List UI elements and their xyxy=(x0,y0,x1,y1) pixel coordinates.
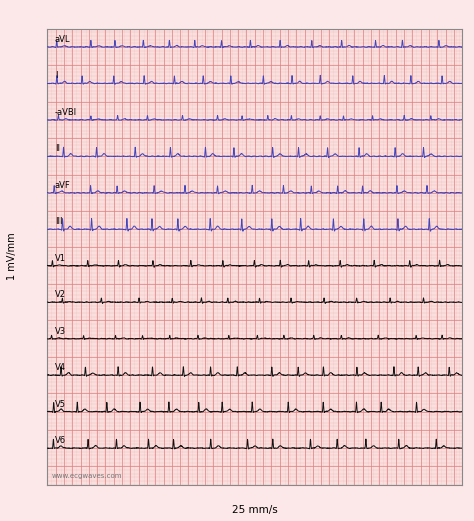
Text: I: I xyxy=(55,71,57,80)
Text: aVF: aVF xyxy=(55,181,71,190)
Text: www.ecgwaves.com: www.ecgwaves.com xyxy=(52,473,122,479)
Text: V1: V1 xyxy=(55,254,66,263)
Text: 1 mV/mm: 1 mV/mm xyxy=(7,233,17,280)
Text: V4: V4 xyxy=(55,363,66,372)
Text: V2: V2 xyxy=(55,290,66,299)
Text: 25 mm/s: 25 mm/s xyxy=(232,505,278,515)
Text: III: III xyxy=(55,217,63,226)
Text: V6: V6 xyxy=(55,436,66,445)
Text: aVL: aVL xyxy=(55,35,70,44)
Text: II: II xyxy=(55,144,60,153)
Text: V5: V5 xyxy=(55,400,66,408)
Text: -aVBl: -aVBl xyxy=(55,108,77,117)
Text: V3: V3 xyxy=(55,327,66,336)
